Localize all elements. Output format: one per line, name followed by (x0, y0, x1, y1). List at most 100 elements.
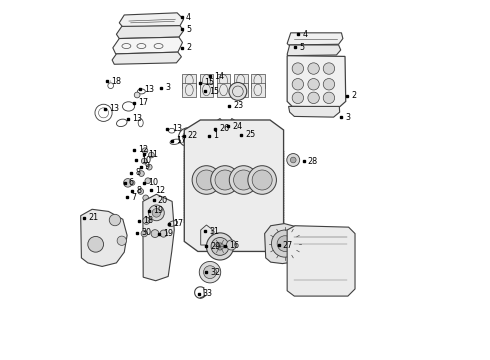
Text: 3: 3 (166, 83, 171, 92)
Circle shape (211, 131, 216, 136)
Polygon shape (199, 83, 213, 97)
Text: 17: 17 (173, 219, 183, 228)
Circle shape (248, 166, 276, 194)
Polygon shape (287, 226, 355, 296)
Polygon shape (287, 45, 341, 56)
Polygon shape (119, 13, 184, 27)
Polygon shape (216, 118, 223, 127)
Circle shape (308, 63, 319, 74)
Text: 28: 28 (308, 157, 318, 166)
Text: 2: 2 (186, 43, 191, 52)
Circle shape (160, 230, 167, 237)
Circle shape (142, 148, 148, 154)
Circle shape (148, 152, 154, 158)
Text: 17: 17 (176, 136, 187, 145)
Text: 13: 13 (144, 85, 154, 94)
Text: 7: 7 (131, 193, 137, 202)
Polygon shape (182, 73, 196, 88)
Text: 32: 32 (211, 268, 221, 277)
Circle shape (292, 63, 304, 74)
Text: 31: 31 (209, 227, 220, 236)
Circle shape (271, 230, 298, 257)
Circle shape (139, 171, 144, 176)
Text: 13: 13 (172, 124, 182, 133)
Text: 16: 16 (229, 241, 239, 250)
Circle shape (109, 214, 121, 226)
Circle shape (252, 170, 272, 190)
Circle shape (148, 205, 164, 221)
Polygon shape (289, 107, 340, 117)
Circle shape (143, 195, 148, 201)
Text: 3: 3 (345, 113, 350, 122)
Circle shape (199, 261, 220, 283)
Polygon shape (229, 118, 237, 130)
Text: 12: 12 (155, 185, 165, 194)
Circle shape (234, 170, 253, 190)
Text: 1: 1 (214, 131, 219, 140)
Polygon shape (234, 73, 247, 88)
Circle shape (229, 166, 258, 194)
Text: 20: 20 (158, 195, 168, 204)
Text: 8: 8 (136, 186, 142, 195)
Polygon shape (201, 225, 212, 245)
Text: 19: 19 (153, 206, 164, 215)
Text: 4: 4 (186, 13, 191, 22)
Circle shape (145, 178, 151, 184)
Circle shape (226, 240, 237, 250)
Text: 5: 5 (186, 25, 191, 34)
Text: 24: 24 (232, 122, 242, 131)
Text: 29: 29 (210, 242, 220, 251)
Circle shape (130, 180, 135, 185)
Text: 14: 14 (215, 72, 224, 81)
Text: 11: 11 (148, 150, 158, 159)
Polygon shape (199, 73, 213, 88)
Text: 23: 23 (234, 101, 244, 110)
Text: 22: 22 (188, 131, 198, 140)
Text: 30: 30 (142, 228, 151, 237)
Circle shape (196, 170, 217, 190)
Text: 8: 8 (136, 168, 141, 177)
Polygon shape (287, 56, 346, 107)
Circle shape (206, 233, 234, 260)
Circle shape (217, 243, 223, 250)
Polygon shape (234, 83, 247, 97)
Circle shape (88, 237, 103, 252)
Text: 33: 33 (203, 289, 213, 298)
Circle shape (123, 179, 132, 187)
Circle shape (134, 92, 140, 98)
Circle shape (291, 157, 296, 163)
Polygon shape (265, 224, 306, 264)
Text: 2: 2 (351, 91, 357, 100)
Text: 12: 12 (139, 145, 148, 154)
Circle shape (152, 208, 161, 217)
Text: 19: 19 (163, 229, 173, 238)
Text: 27: 27 (283, 240, 293, 249)
Circle shape (203, 266, 217, 279)
Circle shape (323, 92, 335, 104)
Polygon shape (117, 26, 184, 39)
Polygon shape (251, 83, 265, 97)
Text: 5: 5 (299, 42, 304, 51)
Polygon shape (287, 33, 343, 45)
Polygon shape (217, 83, 230, 97)
Circle shape (229, 82, 247, 100)
Circle shape (138, 189, 144, 194)
Text: 10: 10 (141, 156, 151, 165)
Circle shape (277, 236, 293, 251)
Circle shape (308, 92, 319, 104)
Text: 15: 15 (209, 87, 220, 96)
Polygon shape (113, 37, 182, 54)
Text: 10: 10 (148, 178, 159, 187)
Polygon shape (112, 52, 181, 64)
Text: 18: 18 (144, 216, 153, 225)
Text: 25: 25 (245, 130, 255, 139)
Text: 26: 26 (220, 124, 229, 133)
Polygon shape (251, 73, 265, 88)
Circle shape (287, 154, 300, 166)
Text: 15: 15 (204, 78, 214, 87)
Text: 17: 17 (138, 98, 148, 107)
Circle shape (308, 78, 319, 90)
Text: 13: 13 (132, 114, 143, 123)
Circle shape (147, 164, 152, 170)
Text: 9: 9 (145, 162, 150, 171)
